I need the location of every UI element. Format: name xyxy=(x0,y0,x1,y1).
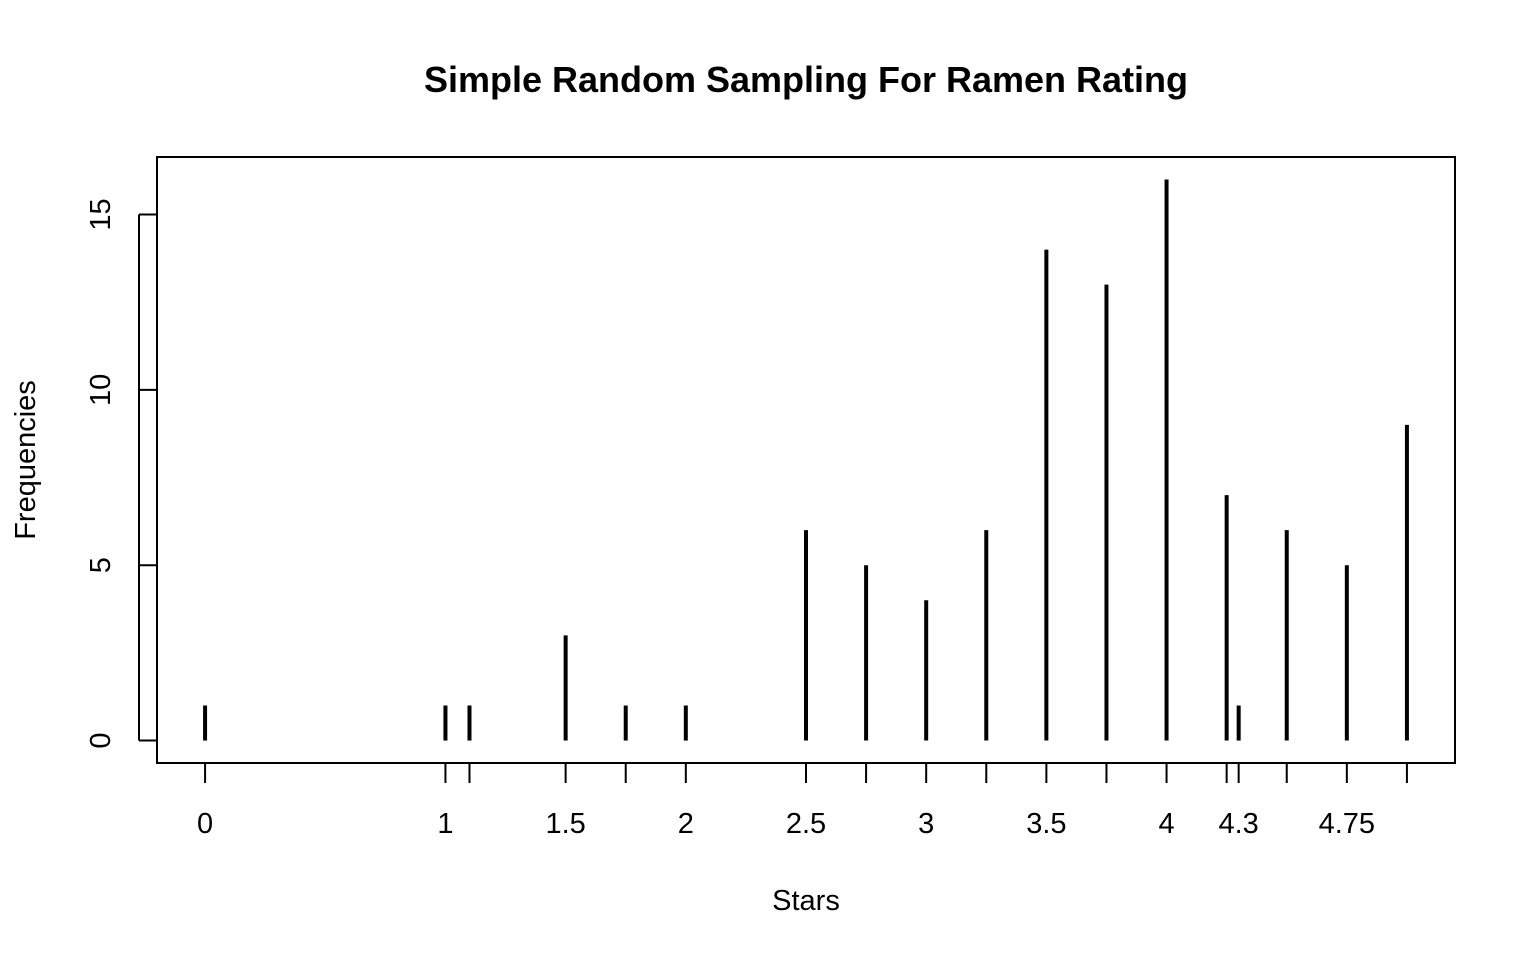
y-axis: 0 5 10 15 xyxy=(85,198,157,749)
x-tick-label: 1 xyxy=(437,808,453,840)
y-tick-label: 0 xyxy=(85,732,117,748)
x-axis: 0 1 1.5 2 2.5 3 3.5 4 4.3 4.75 xyxy=(197,763,1408,840)
x-tick-label: 2.5 xyxy=(786,808,826,840)
x-tick-label: 3.5 xyxy=(1026,808,1066,840)
y-tick-label: 5 xyxy=(85,557,117,573)
x-axis-label: Stars xyxy=(772,885,840,917)
chart-title: Simple Random Sampling For Ramen Rating xyxy=(424,59,1188,100)
x-tick-label: 4.3 xyxy=(1219,808,1259,840)
y-tick-label: 10 xyxy=(85,374,117,406)
x-tick-label: 1.5 xyxy=(545,808,585,840)
x-tick-label: 3 xyxy=(918,808,934,840)
x-tick-label: 4 xyxy=(1158,808,1174,840)
x-tick-label: 4.75 xyxy=(1319,808,1375,840)
y-tick-label: 15 xyxy=(85,198,117,230)
y-axis-label: Frequencies xyxy=(10,380,42,540)
bars-group xyxy=(203,179,1409,741)
x-tick-label: 2 xyxy=(678,808,694,840)
x-tick-label: 0 xyxy=(197,808,213,840)
